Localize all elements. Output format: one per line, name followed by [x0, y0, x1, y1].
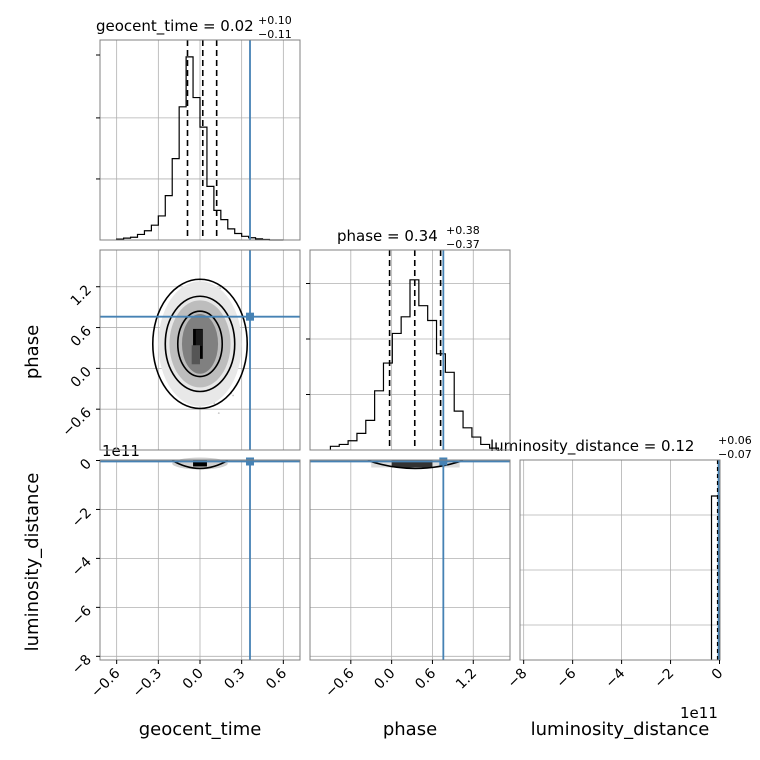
density-core-2 — [191, 345, 200, 365]
xtick-label-ld-3: −2 — [651, 666, 677, 692]
truth-marker-ldph — [439, 457, 448, 466]
title-phase: phase = 0.34 +0.38 −0.37 — [337, 224, 480, 251]
contour-level-0 — [176, 310, 224, 378]
xtick-label-ld-0: −8 — [505, 666, 531, 692]
scatter-point — [217, 412, 220, 414]
xlabel-luminosity-distance: luminosity_distance — [531, 719, 710, 740]
contour-level-2 — [151, 278, 249, 410]
title-geocent-time-main: geocent_time = 0.02 — [96, 17, 254, 36]
title-geocent-time: geocent_time = 0.02 +0.10 −0.11 — [96, 14, 292, 41]
xtick-label-gt-0: −0.6 — [88, 665, 123, 700]
ytick-label-phase-2: 0.6 — [68, 323, 95, 350]
ytick-label-phase-1: 0.0 — [68, 364, 95, 391]
title-geocent-time-minus: −0.11 — [258, 28, 292, 41]
ytick-label-ld-0: −8 — [69, 652, 95, 678]
xtick-label-gt-4: 0.6 — [263, 665, 290, 692]
xtick-label-ph-0: −0.6 — [322, 665, 357, 700]
xtick-label-ph-1: 0.0 — [371, 666, 398, 693]
hist-ph-frame — [309, 249, 511, 451]
truth-marker-phgt — [246, 312, 254, 321]
title-geocent-time-plus: +0.10 — [258, 14, 292, 27]
truth-marker-ldgt — [246, 457, 254, 466]
ytick-label-ld-1: −6 — [69, 603, 95, 629]
scat-ldph-frame — [309, 459, 511, 661]
title-ld-minus: −0.07 — [718, 448, 752, 461]
offset-text-ld-y: 1e11 — [102, 442, 140, 460]
ytick-label-ld-3: −2 — [69, 505, 95, 531]
xtick-label-gt-2: 0.0 — [180, 666, 207, 693]
title-ld-plus: +0.06 — [718, 434, 752, 447]
title-phase-main: phase = 0.34 — [337, 227, 438, 245]
xlabel-phase: phase — [383, 719, 437, 740]
ytick-label-phase-0: −0.6 — [59, 405, 94, 440]
xtick-label-ld-2: −4 — [603, 665, 629, 691]
ytick-label-ld-2: −4 — [69, 554, 95, 580]
xtick-label-ph-3: 1.2 — [453, 666, 480, 693]
xtick-label-gt-1: −0.3 — [130, 666, 165, 701]
title-phase-plus: +0.38 — [446, 224, 480, 237]
ylabel-phase: phase — [22, 325, 43, 379]
offset-text-ld-x: 1e11 — [680, 704, 718, 722]
scatter-point — [219, 287, 222, 290]
scat-phgt-frame — [99, 249, 301, 451]
hist-gt-frame — [99, 39, 301, 241]
ytick-label-ld-4: 0 — [77, 456, 95, 474]
density-core-1 — [195, 329, 203, 346]
title-phase-minus: −0.37 — [446, 238, 480, 251]
xtick-label-ph-2: 0.6 — [412, 665, 439, 692]
xtick-label-ld-4: 0 — [709, 666, 727, 684]
ytick-label-phase-3: 1.2 — [68, 282, 95, 309]
xtick-label-ld-1: −6 — [554, 665, 580, 691]
density-ldgt-core — [193, 460, 207, 467]
density-ldph-core — [391, 460, 433, 468]
title-ld-main: luminosity_distance = 0.12 — [490, 437, 694, 456]
hist-phase-line — [329, 279, 500, 450]
contour-ldgt — [171, 459, 229, 470]
contour-ldph — [367, 459, 464, 470]
scatter-point — [232, 394, 235, 397]
ylabel-luminosity-distance: luminosity_distance — [22, 473, 43, 652]
xtick-label-gt-3: 0.3 — [221, 666, 248, 693]
contour-level-1 — [164, 295, 236, 393]
title-luminosity-distance: luminosity_distance = 0.12 +0.06 −0.07 — [490, 434, 752, 461]
plot-area: −0.60.00.61.2−8−6−4−20−0.6 −0.3 0.0 0.3 0.6−… — [59, 39, 727, 701]
hist-ld-frame — [519, 459, 721, 661]
xlabel-geocent-time: geocent_time — [139, 719, 262, 740]
